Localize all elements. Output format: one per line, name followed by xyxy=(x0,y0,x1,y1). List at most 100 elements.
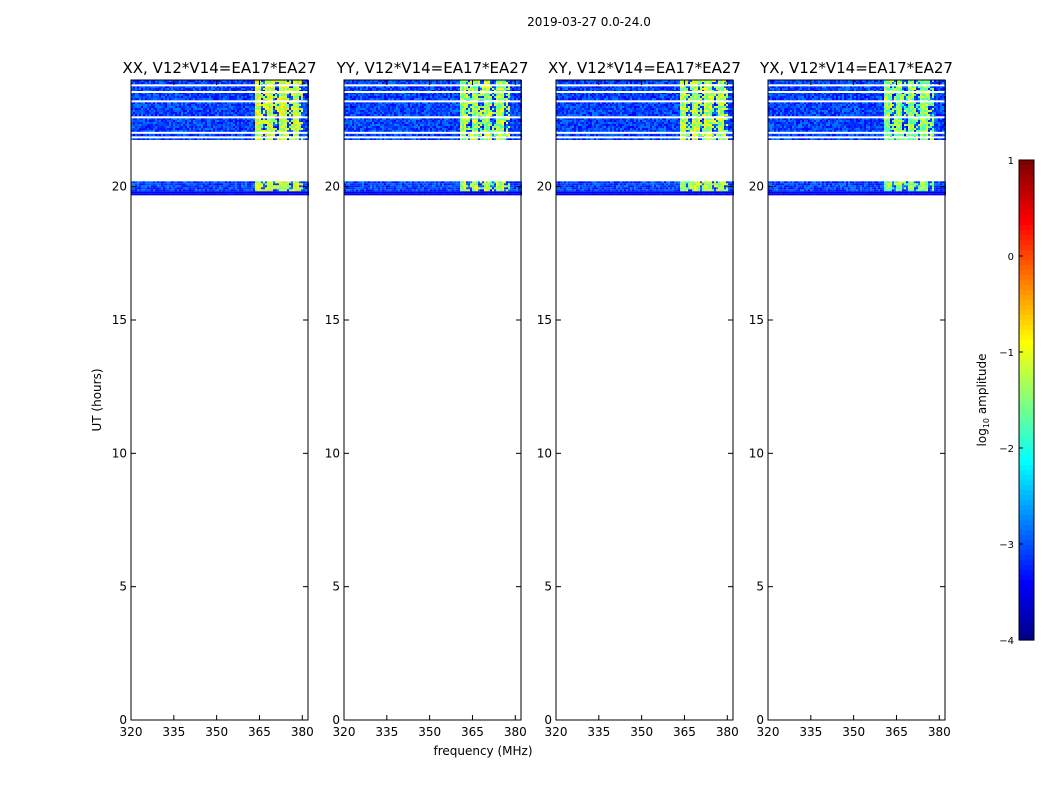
heatmap-cell xyxy=(500,187,502,190)
heatmap-cell xyxy=(277,134,279,136)
heatmap-cell xyxy=(227,193,229,196)
heatmap-cell xyxy=(291,80,293,82)
heatmap-cell xyxy=(171,130,173,132)
heatmap-cell xyxy=(396,185,398,188)
heatmap-cell xyxy=(279,183,281,186)
heatmap-cell xyxy=(257,187,259,190)
heatmap-cell xyxy=(185,130,187,132)
heatmap-cell xyxy=(404,189,406,192)
heatmap-cell xyxy=(245,82,247,84)
heatmap-cell xyxy=(233,114,235,116)
heatmap-cell xyxy=(195,128,197,130)
heatmap-cell xyxy=(189,138,191,140)
heatmap-cell xyxy=(360,80,362,82)
heatmap-cell xyxy=(370,193,372,196)
heatmap-cell xyxy=(303,193,305,196)
heatmap-cell xyxy=(141,120,143,122)
heatmap-cell xyxy=(159,102,161,104)
heatmap-cell xyxy=(137,187,139,190)
heatmap-cell xyxy=(364,96,366,98)
heatmap-cell xyxy=(422,102,424,104)
heatmap-cell xyxy=(191,187,193,190)
heatmap-cell xyxy=(159,183,161,186)
heatmap-cell xyxy=(143,134,145,136)
heatmap-cell xyxy=(305,102,307,104)
heatmap-cell xyxy=(390,181,392,184)
heatmap-cell xyxy=(137,88,139,90)
heatmap-cell xyxy=(303,128,305,130)
heatmap-cell xyxy=(203,110,205,112)
heatmap-cell xyxy=(203,126,205,128)
heatmap-cell xyxy=(195,106,197,108)
heatmap-cell xyxy=(219,138,221,140)
heatmap-cell xyxy=(410,191,412,194)
heatmap-cell xyxy=(271,128,273,130)
heatmap-cell xyxy=(211,80,213,82)
heatmap-cell xyxy=(301,114,303,116)
heatmap-cell xyxy=(235,122,237,124)
heatmap-cell xyxy=(217,82,219,84)
heatmap-cell xyxy=(293,96,295,98)
heatmap-cell xyxy=(201,82,203,84)
heatmap-cell xyxy=(295,134,297,136)
heatmap-cell xyxy=(177,124,179,126)
heatmap-cell xyxy=(217,102,219,104)
heatmap-cell xyxy=(261,112,263,114)
heatmap-cell xyxy=(151,130,153,132)
heatmap-cell xyxy=(163,96,165,98)
heatmap-cell xyxy=(432,86,434,88)
heatmap-cell xyxy=(384,96,386,98)
heatmap-cell xyxy=(231,130,233,132)
heatmap-cell xyxy=(215,80,217,82)
heatmap-cell xyxy=(492,193,494,196)
heatmap-cell xyxy=(247,94,249,96)
heatmap-cell xyxy=(277,124,279,126)
heatmap-cell xyxy=(221,181,223,184)
heatmap-cell xyxy=(344,102,346,104)
heatmap-cell xyxy=(227,118,229,120)
heatmap-cell xyxy=(492,82,494,84)
heatmap-cell xyxy=(295,138,297,140)
heatmap-cell xyxy=(209,185,211,188)
heatmap-cell xyxy=(430,183,432,186)
heatmap-cell xyxy=(514,187,516,190)
heatmap-cell xyxy=(191,98,193,100)
heatmap-cell xyxy=(295,94,297,96)
heatmap-cell xyxy=(414,191,416,194)
heatmap-cell xyxy=(434,86,436,88)
heatmap-cell xyxy=(229,112,231,114)
heatmap-cell xyxy=(245,134,247,136)
heatmap-cell xyxy=(269,108,271,110)
heatmap-cell xyxy=(506,94,508,96)
heatmap-cell xyxy=(299,112,301,114)
heatmap-cell xyxy=(193,187,195,190)
heatmap-cell xyxy=(247,96,249,98)
flagged-gap xyxy=(131,100,308,103)
heatmap-cell xyxy=(518,96,520,98)
heatmap-cell xyxy=(245,189,247,192)
heatmap-cell xyxy=(195,193,197,196)
heatmap-cell xyxy=(420,80,422,82)
heatmap-cell xyxy=(193,104,195,106)
heatmap-cell xyxy=(502,98,504,100)
heatmap-cell xyxy=(468,191,470,194)
heatmap-cell xyxy=(476,193,478,196)
heatmap-cell xyxy=(211,126,213,128)
heatmap-cell xyxy=(368,80,370,82)
heatmap-cell xyxy=(303,181,305,184)
heatmap-cell xyxy=(486,185,488,188)
heatmap-cell xyxy=(139,118,141,120)
heatmap-cell xyxy=(460,189,462,192)
heatmap-cell xyxy=(155,98,157,100)
heatmap-cell xyxy=(370,98,372,100)
heatmap-cell xyxy=(179,82,181,84)
heatmap-cell xyxy=(478,86,480,88)
heatmap-cell xyxy=(305,126,307,128)
heatmap-cell xyxy=(151,118,153,120)
heatmap-cell xyxy=(263,88,265,90)
heatmap-cell xyxy=(133,94,135,96)
heatmap-cell xyxy=(227,98,229,100)
heatmap-cell xyxy=(227,124,229,126)
heatmap-cell xyxy=(408,181,410,184)
heatmap-cell xyxy=(189,183,191,186)
